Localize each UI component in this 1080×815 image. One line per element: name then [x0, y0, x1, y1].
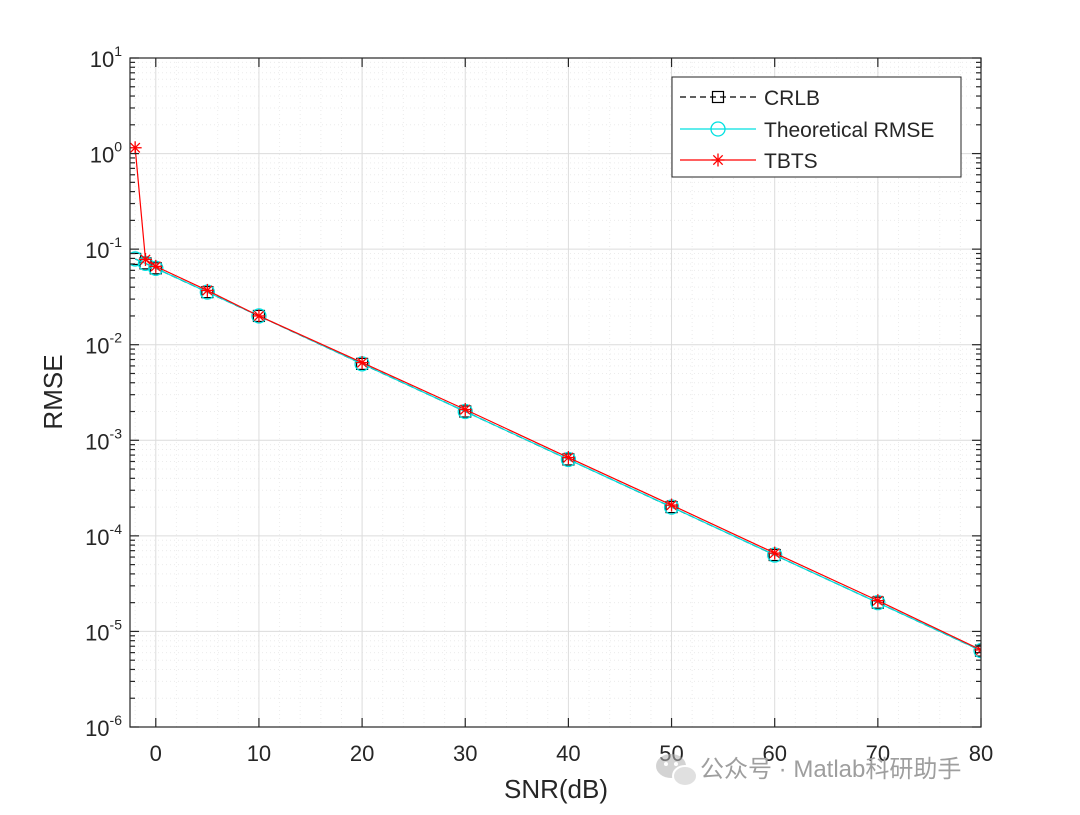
y-tick-label: 10-4 — [85, 521, 122, 550]
y-tick-label: 10-6 — [85, 712, 122, 741]
y-tick-label: 10-2 — [85, 330, 122, 359]
data-point — [252, 309, 266, 323]
legend-entry: TBTS — [680, 150, 818, 173]
legend-entry: CRLB — [680, 87, 820, 110]
data-point — [200, 283, 214, 297]
x-tick-label: 20 — [350, 741, 374, 766]
x-tick-label: 80 — [969, 741, 993, 766]
legend-marker — [711, 90, 725, 104]
series-layer — [130, 141, 981, 659]
y-tick-label: 100 — [90, 139, 122, 168]
y-tick-label: 10-1 — [85, 234, 122, 263]
data-point — [149, 259, 163, 273]
y-tick-label: 101 — [90, 43, 122, 72]
data-point — [561, 451, 575, 465]
x-tick-label: 0 — [150, 741, 162, 766]
legend-label: CRLB — [764, 87, 820, 110]
legend-marker — [710, 121, 726, 137]
data-point — [458, 402, 472, 416]
plot-area-frame — [129, 57, 982, 728]
data-point — [138, 252, 152, 266]
watermark-text: 公众号 · Matlab科研助手 — [700, 756, 961, 783]
legend-marker — [711, 153, 725, 167]
legend-label: Theoretical RMSE — [764, 119, 934, 142]
x-tick-label: 30 — [453, 741, 477, 766]
data-point — [665, 498, 679, 512]
data-point — [130, 141, 142, 155]
y-tick-label: 10-3 — [85, 425, 122, 454]
y-axis-label: RMSE — [38, 354, 68, 429]
series-tbts — [130, 141, 981, 657]
legend: CRLB Theoretical RMSE TBTS — [671, 76, 962, 178]
x-tick-label: 60 — [762, 741, 786, 766]
data-point — [251, 308, 267, 324]
axis-ticks: 0 10 20 30 40 50 60 70 8010110010-110-210-310-41… — [85, 43, 993, 766]
x-tick-label: 10 — [247, 741, 271, 766]
watermark: 公众号 · Matlab科研助手 — [656, 754, 961, 787]
legend-entry: Theoretical RMSE — [680, 119, 934, 142]
data-point — [768, 546, 782, 560]
wechat-icon — [656, 754, 698, 787]
data-point — [871, 594, 885, 608]
data-point — [974, 644, 981, 657]
x-tick-label: 40 — [556, 741, 580, 766]
y-tick-label: 10-5 — [85, 616, 122, 645]
data-point — [355, 356, 369, 370]
x-tick-label: 70 — [866, 741, 890, 766]
x-axis-label: SNR(dB) — [504, 774, 608, 804]
legend-label: TBTS — [764, 150, 818, 173]
data-point — [973, 642, 981, 659]
